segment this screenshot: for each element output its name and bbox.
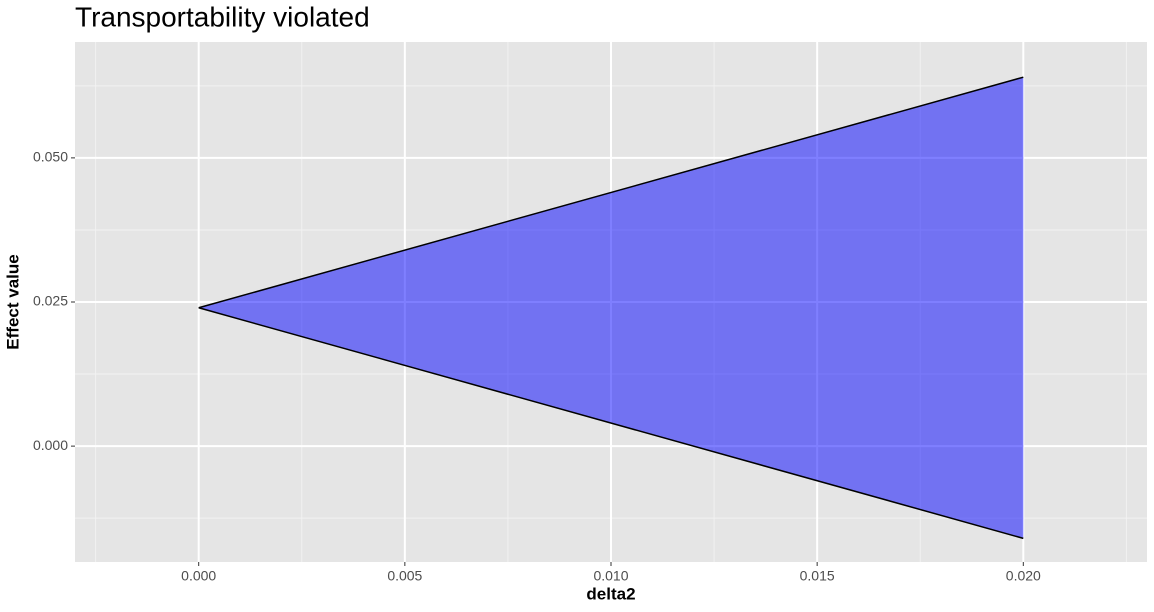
y-axis-title: Effect value bbox=[3, 254, 22, 349]
ribbon-area bbox=[198, 77, 1024, 539]
ribbon-ymin-line bbox=[198, 307, 1024, 540]
x-tick-label: 0.000 bbox=[181, 568, 216, 584]
x-tick-label: 0.020 bbox=[1006, 568, 1041, 584]
y-tick-label: 0.025 bbox=[33, 293, 68, 309]
chart-title: Transportability violated bbox=[75, 1, 370, 32]
x-tick-label: 0.005 bbox=[387, 568, 422, 584]
x-axis-title: delta2 bbox=[586, 584, 635, 603]
x-tick-label: 0.015 bbox=[800, 568, 835, 584]
marks bbox=[198, 76, 1024, 540]
y-tick-label: 0.050 bbox=[33, 149, 68, 165]
ribbon-ymax-line bbox=[198, 76, 1024, 309]
y-tick-label: 0.000 bbox=[33, 437, 68, 453]
x-tick-label: 0.010 bbox=[593, 568, 628, 584]
